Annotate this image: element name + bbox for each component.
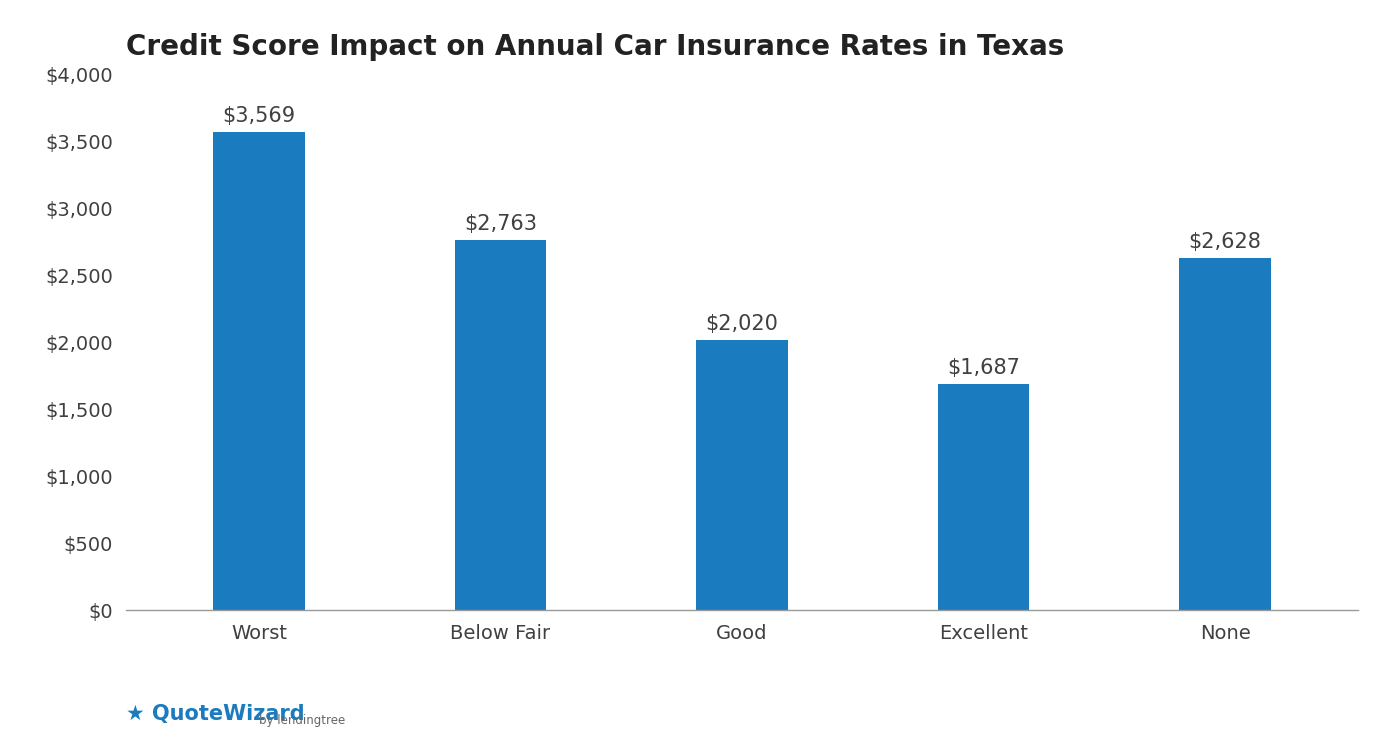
Bar (938, 384, 1029, 610)
Text: by lendingtree: by lendingtree (259, 713, 346, 727)
Text: ★ QuoteWizard: ★ QuoteWizard (126, 705, 305, 724)
Bar (455, 240, 546, 610)
Text: $2,763: $2,763 (463, 214, 538, 234)
Text: $2,020: $2,020 (706, 313, 778, 333)
Bar (213, 132, 305, 610)
Bar (1179, 258, 1271, 610)
Bar (696, 339, 788, 610)
Text: $2,628: $2,628 (1189, 232, 1261, 252)
Text: $1,687: $1,687 (948, 358, 1021, 378)
Text: $3,569: $3,569 (223, 106, 295, 126)
Text: Credit Score Impact on Annual Car Insurance Rates in Texas: Credit Score Impact on Annual Car Insura… (126, 33, 1064, 61)
